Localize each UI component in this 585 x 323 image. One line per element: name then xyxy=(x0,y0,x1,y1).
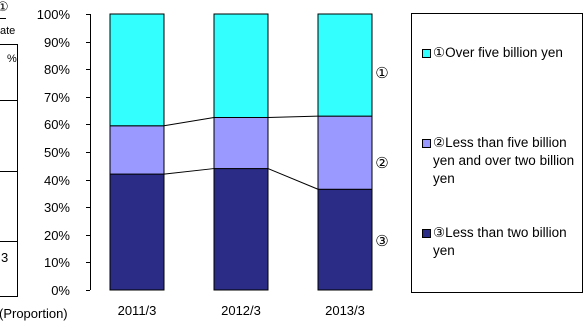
connector-line xyxy=(267,115,319,118)
bar-segment-2011-3-0 xyxy=(109,173,165,291)
y-tick-label: 0% xyxy=(51,283,70,298)
legend-swatch-over-five xyxy=(422,49,431,58)
x-tick-label: 2012/3 xyxy=(221,303,261,318)
segment-marker: ③ xyxy=(375,233,388,250)
y-tick-label: 20% xyxy=(44,228,70,243)
connector-line xyxy=(267,168,319,190)
y-tick-label: 90% xyxy=(44,35,70,50)
bar-segment-2011-3-1 xyxy=(109,125,165,175)
y-tick-label: 70% xyxy=(44,90,70,105)
bar-segment-2013-3-1 xyxy=(317,115,373,190)
bars xyxy=(109,13,373,291)
table-header-fragment: ate xyxy=(0,25,15,37)
y-tick-label: 50% xyxy=(44,145,70,160)
bar-segment-2013-3-2 xyxy=(317,13,373,117)
y-tick-label: 100% xyxy=(37,7,71,22)
bar-segment-2012-3-1 xyxy=(213,117,269,170)
x-axis-labels: 2011/3 2012/3 2013/3 xyxy=(118,303,365,318)
table-value-fragment: 3 xyxy=(1,250,8,265)
legend-item-two-to-five: ②Less than five billion yen and over two… xyxy=(422,134,580,188)
table-unit-fragment: % xyxy=(7,53,17,65)
legend-swatch-two-to-five xyxy=(422,139,431,148)
segment-markers: ① ② ③ xyxy=(375,65,388,250)
legend: ①Over five billion yen ②Less than five b… xyxy=(411,13,583,293)
x-tick-label: 2011/3 xyxy=(118,303,157,318)
legend-label-under-two: ③Less than two billion yen xyxy=(433,225,567,258)
legend-label-over-five: ①Over five billion yen xyxy=(433,45,563,60)
y-tick-label: 30% xyxy=(44,200,70,215)
y-tick-label: 40% xyxy=(44,173,70,188)
bar-segment-2012-3-2 xyxy=(213,13,269,118)
legend-item-over-five: ①Over five billion yen xyxy=(422,44,580,62)
legend-item-under-two: ③Less than two billion yen xyxy=(422,224,580,260)
y-axis: 0% 10% 20% 30% 40% 50% 60% 70% 80% 90% 100% xyxy=(37,7,91,298)
y-axis-label: (Proportion) xyxy=(0,306,68,321)
connector-line xyxy=(163,168,215,175)
y-tick-label: 80% xyxy=(44,62,70,77)
bar-segment-2011-3-2 xyxy=(109,13,165,127)
table-marker: ① xyxy=(0,0,9,14)
segment-marker: ① xyxy=(375,65,388,82)
bar-segment-2013-3-0 xyxy=(317,188,373,291)
legend-swatch-under-two xyxy=(422,229,431,238)
bar-segment-2012-3-0 xyxy=(213,168,269,291)
connector-line xyxy=(163,117,215,127)
legend-label-two-to-five: ②Less than five billion yen and over two… xyxy=(433,135,575,186)
segment-marker: ② xyxy=(375,155,388,172)
y-tick-label: 60% xyxy=(44,117,70,132)
connector-lines xyxy=(163,115,319,190)
y-tick-label: 10% xyxy=(44,255,70,270)
x-tick-label: 2013/3 xyxy=(325,303,365,318)
